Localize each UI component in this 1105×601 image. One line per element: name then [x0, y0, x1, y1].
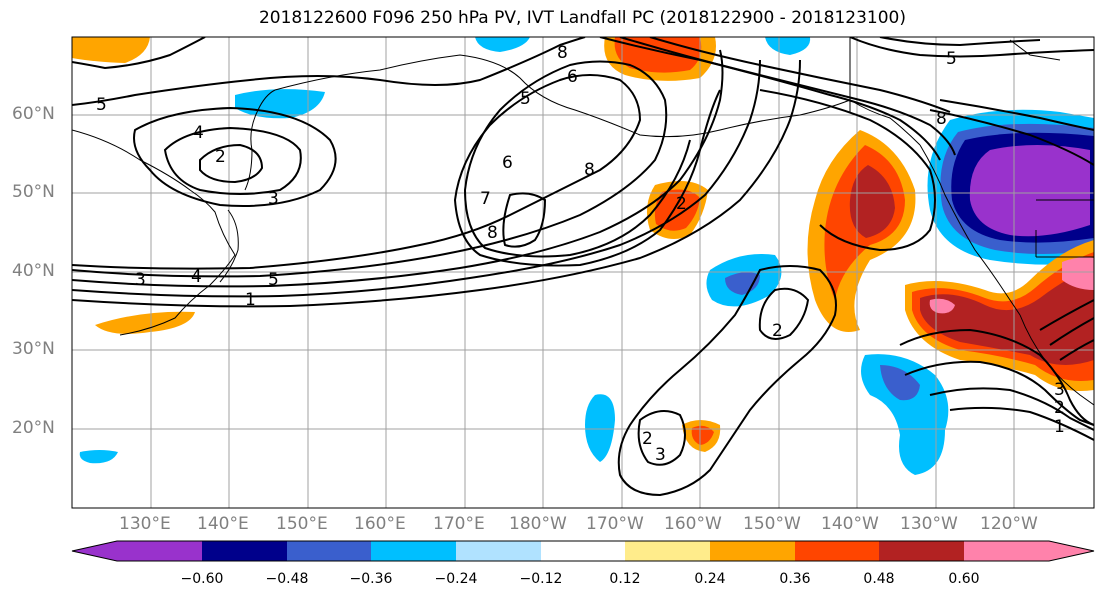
negative-anomaly-area	[475, 37, 530, 52]
contour-label: 5	[520, 89, 531, 109]
colorbar-segment	[202, 541, 287, 561]
lon-label: 150°E	[276, 514, 328, 534]
contour-label: 2	[215, 147, 226, 167]
colorbar-tick-label: 0.48	[863, 571, 895, 587]
contour-label: 2	[676, 194, 687, 214]
negative-anomaly-area	[765, 37, 811, 55]
contour-label: 8	[557, 43, 568, 63]
contour-label: 4	[193, 123, 204, 143]
contour-label: 3	[268, 189, 279, 209]
lat-label-40n: 40°N	[12, 261, 55, 281]
colorbar-segment	[964, 541, 1049, 561]
negative-anomaly-area	[725, 272, 760, 295]
lon-label: 170°E	[433, 514, 485, 534]
contour-label: 2	[772, 321, 783, 341]
colorbar-segment	[541, 541, 625, 561]
lon-label: 150°W	[743, 514, 801, 534]
lon-label: 180°W	[509, 514, 567, 534]
lat-label-60n: 60°N	[12, 104, 55, 124]
positive-anomaly-area	[72, 37, 150, 63]
contour-label: 1	[245, 290, 256, 310]
positive-anomaly-area	[691, 425, 714, 445]
contour-label: 1	[1054, 417, 1065, 437]
contour-label: 6	[502, 153, 513, 173]
lat-label-50n: 50°N	[12, 182, 55, 202]
contour-label: 3	[655, 445, 666, 465]
shading-layer	[72, 37, 1094, 475]
colorbar-tick-label: −0.24	[434, 571, 478, 587]
colorbar-segment	[287, 541, 371, 561]
lon-label: 170°W	[586, 514, 644, 534]
negative-anomaly-area	[861, 354, 949, 475]
lon-label: 120°W	[980, 514, 1038, 534]
colorbar-tick-label: −0.48	[265, 571, 309, 587]
lon-label: 160°W	[664, 514, 722, 534]
lat-label-30n: 30°N	[12, 339, 55, 359]
contour-label: 4	[191, 267, 202, 287]
contour-label: 2	[642, 429, 653, 449]
colorbar-segment	[625, 541, 710, 561]
contour-lines	[72, 37, 1094, 497]
colorbar-tick-label: −0.12	[519, 571, 563, 587]
colorbar-segment	[117, 541, 202, 561]
colorbar-segment	[371, 541, 456, 561]
positive-anomaly-area	[920, 268, 1094, 365]
contour-label: 2	[1054, 398, 1065, 418]
negative-anomaly-area	[969, 145, 1090, 237]
lon-label: 140°E	[197, 514, 249, 534]
contour-label: 7	[480, 189, 491, 209]
lon-label: 140°W	[821, 514, 879, 534]
colorbar-tick-label: 0.36	[779, 571, 811, 587]
colorbar-tick-label: 0.12	[609, 571, 641, 587]
negative-anomaly-area	[585, 394, 615, 462]
contour-label: 3	[135, 270, 146, 290]
contour-label: 3	[1054, 380, 1065, 400]
chart-title: 2018122600 F096 250 hPa PV, IVT Landfall…	[258, 8, 906, 28]
colorbar-extend-low	[72, 541, 117, 561]
colorbar-tick-label: −0.60	[180, 571, 224, 587]
map-frame	[71, 36, 1095, 509]
positive-anomaly-area	[95, 311, 195, 334]
contour-label: 8	[487, 223, 498, 243]
lon-label: 160°E	[354, 514, 406, 534]
positive-anomaly-area	[849, 165, 895, 238]
colorbar-segment	[456, 541, 541, 561]
colorbar-tick-label: 0.24	[694, 571, 726, 587]
contour-label: 5	[96, 95, 107, 115]
colorbar-segment	[879, 541, 964, 561]
contour-label: 5	[268, 270, 279, 290]
contour-label: 5	[946, 49, 957, 69]
colorbar	[71, 540, 1095, 562]
colorbar-segment	[795, 541, 879, 561]
contour-label: 6	[567, 67, 578, 87]
positive-anomaly-area	[1062, 257, 1094, 290]
colorbar-segment	[710, 541, 795, 561]
lon-label: 130°E	[119, 514, 171, 534]
colorbar-extend-high	[1049, 541, 1094, 561]
map-panel: 5 4 2 3 8 6 5 6 7 8 8 2 5 8 5 4 3 1 2 2	[71, 36, 1095, 509]
colorbar-outline	[71, 540, 1095, 562]
contour-label-layer: 5 4 2 3 8 6 5 6 7 8 8 2 5 8 5 4 3 1 2 2	[96, 43, 1065, 465]
contour-label: 8	[584, 160, 595, 180]
colorbar-tick-label: −0.36	[349, 571, 393, 587]
negative-anomaly-area	[79, 450, 118, 464]
lon-label: 130°W	[900, 514, 958, 534]
colorbar-tick-label: 0.60	[948, 571, 980, 587]
contour-label: 8	[936, 109, 947, 129]
negative-anomaly-area	[880, 365, 920, 401]
lat-label-20n: 20°N	[12, 418, 55, 438]
